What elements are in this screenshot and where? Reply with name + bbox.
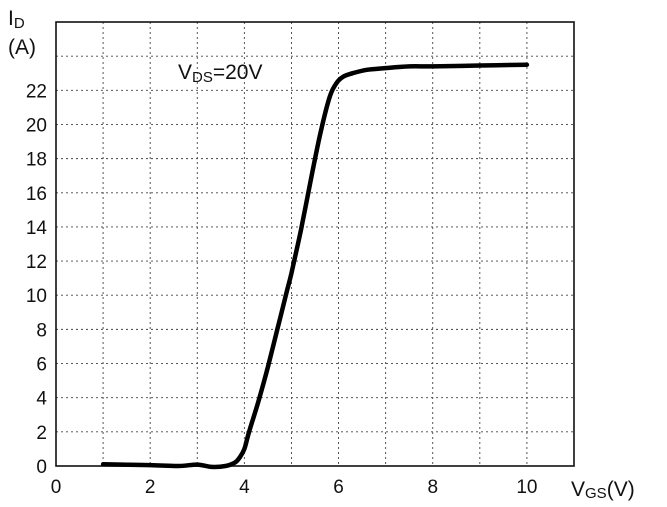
plot-frame <box>55 21 575 467</box>
grid <box>56 22 574 466</box>
y-tick-label: 22 <box>26 81 47 102</box>
y-tick-label: 0 <box>36 457 47 478</box>
y-tick-label: 2 <box>36 423 47 444</box>
x-tick-label: 10 <box>516 477 537 498</box>
x-tick-label: 6 <box>333 477 344 498</box>
x-tick-label: 0 <box>51 477 62 498</box>
y-tick-label: 18 <box>26 150 47 171</box>
y-tick-label: 14 <box>26 218 48 239</box>
id-vgs-curve <box>100 62 530 470</box>
y-tick-label: 10 <box>26 286 47 307</box>
y-tick-label: 8 <box>36 320 47 341</box>
y-tick-label: 20 <box>26 115 47 136</box>
y-tick-labels: 0 2 4 6 8 10 12 14 16 18 20 22 <box>26 81 48 478</box>
vds-annotation: VDS=20V <box>178 61 263 86</box>
y-axis-unit: (A) <box>8 36 36 59</box>
y-tick-label: 6 <box>36 355 47 376</box>
y-tick-label: 16 <box>26 184 47 205</box>
x-tick-label: 4 <box>239 477 250 498</box>
x-tick-label: 2 <box>145 477 156 498</box>
x-tick-label: 8 <box>427 477 438 498</box>
y-tick-label: 4 <box>36 389 47 410</box>
x-tick-labels: 0 2 4 6 8 10 <box>51 477 538 498</box>
x-axis-title: VGS(V) <box>571 478 635 502</box>
y-axis-title: ID <box>8 7 25 32</box>
y-tick-label: 12 <box>26 252 47 273</box>
